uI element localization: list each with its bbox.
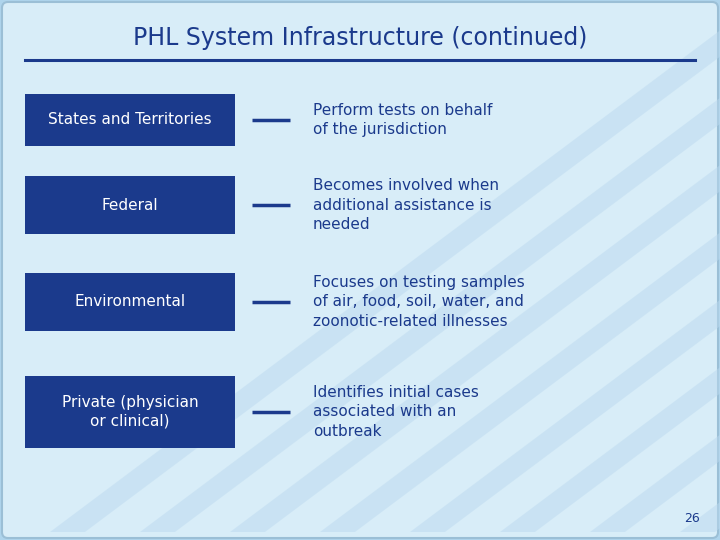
Text: Perform tests on behalf
of the jurisdiction: Perform tests on behalf of the jurisdict…: [313, 103, 492, 137]
Polygon shape: [590, 8, 720, 532]
Text: Environmental: Environmental: [74, 294, 186, 309]
Polygon shape: [140, 8, 720, 532]
Polygon shape: [320, 8, 720, 532]
FancyBboxPatch shape: [25, 376, 235, 448]
Text: Federal: Federal: [102, 198, 158, 213]
Text: Becomes involved when
additional assistance is
needed: Becomes involved when additional assista…: [313, 178, 499, 232]
FancyBboxPatch shape: [25, 94, 235, 146]
FancyBboxPatch shape: [25, 273, 235, 331]
Polygon shape: [680, 8, 720, 532]
Text: PHL System Infrastructure (continued): PHL System Infrastructure (continued): [132, 26, 588, 50]
Text: Focuses on testing samples
of air, food, soil, water, and
zoonotic-related illne: Focuses on testing samples of air, food,…: [313, 275, 525, 329]
Text: 26: 26: [684, 512, 700, 525]
Text: Identifies initial cases
associated with an
outbreak: Identifies initial cases associated with…: [313, 386, 479, 438]
Polygon shape: [410, 8, 720, 532]
Polygon shape: [230, 8, 720, 532]
Text: Private (physician
or clinical): Private (physician or clinical): [62, 395, 198, 429]
Polygon shape: [50, 8, 720, 532]
Text: States and Territories: States and Territories: [48, 112, 212, 127]
FancyBboxPatch shape: [25, 176, 235, 234]
Polygon shape: [500, 8, 720, 532]
